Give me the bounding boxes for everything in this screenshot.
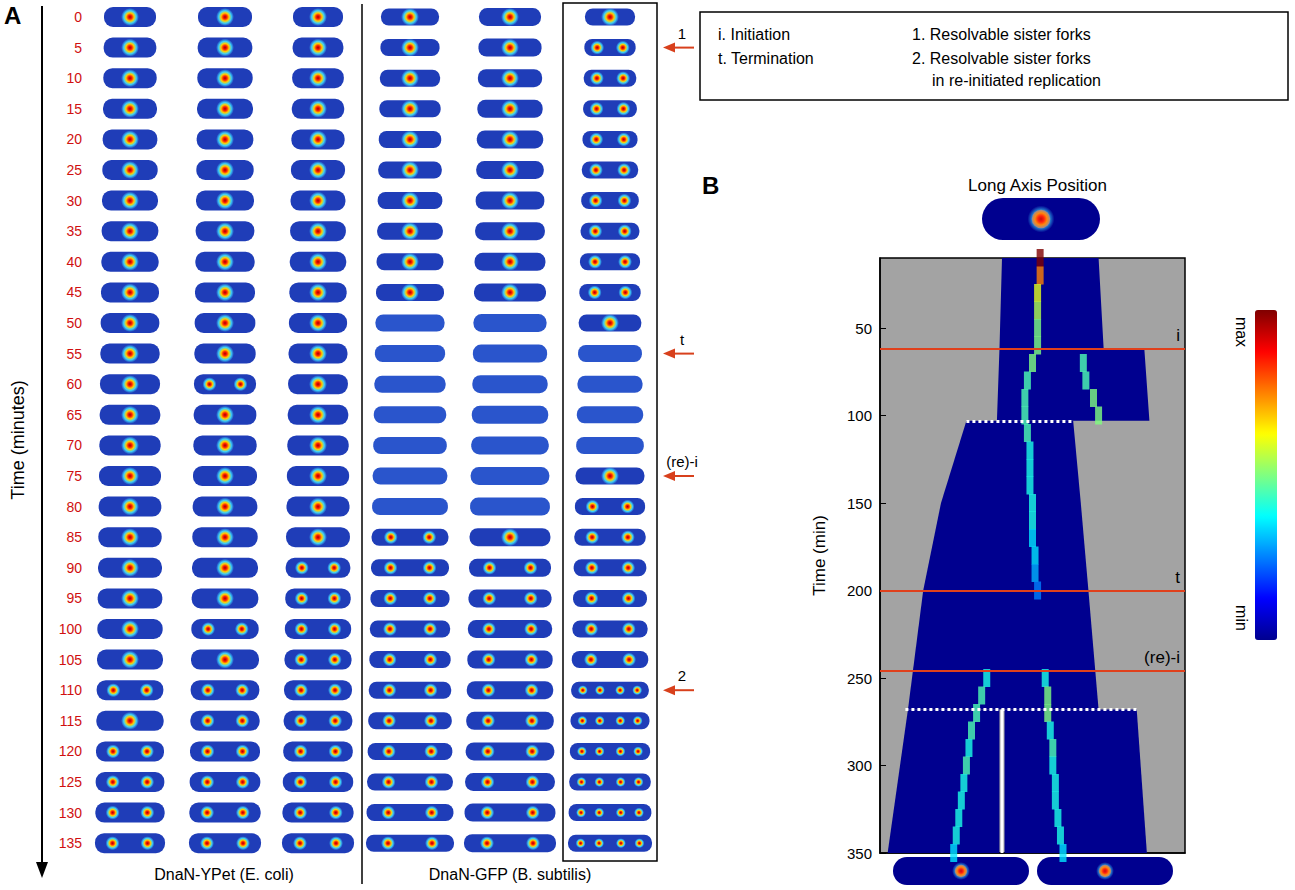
svg-text:130: 130 <box>59 805 83 821</box>
svg-text:40: 40 <box>66 254 82 270</box>
svg-text:2: 2 <box>678 667 686 684</box>
svg-text:i. Initiation: i. Initiation <box>718 26 790 43</box>
svg-text:DnaN-GFP (B. subtilis): DnaN-GFP (B. subtilis) <box>429 866 591 883</box>
svg-text:55: 55 <box>66 346 82 362</box>
svg-text:115: 115 <box>60 713 83 729</box>
svg-text:45: 45 <box>66 284 82 300</box>
svg-text:1. Resolvable sister forks: 1. Resolvable sister forks <box>912 26 1091 43</box>
svg-text:110: 110 <box>60 682 83 698</box>
svg-text:10: 10 <box>66 70 82 86</box>
svg-text:50: 50 <box>66 315 82 331</box>
svg-text:50: 50 <box>855 320 872 337</box>
svg-text:15: 15 <box>66 101 82 117</box>
svg-text:120: 120 <box>59 743 83 759</box>
svg-text:i: i <box>1176 326 1180 345</box>
svg-text:95: 95 <box>66 590 82 606</box>
svg-text:85: 85 <box>66 529 82 545</box>
svg-text:80: 80 <box>66 499 82 515</box>
svg-text:(re)-i: (re)-i <box>1144 648 1180 667</box>
svg-text:(re)-i: (re)-i <box>666 453 698 470</box>
svg-text:t: t <box>680 331 685 348</box>
svg-text:DnaN-YPet (E. coli): DnaN-YPet (E. coli) <box>154 866 294 883</box>
svg-text:30: 30 <box>66 193 82 209</box>
svg-text:100: 100 <box>59 621 83 637</box>
svg-text:125: 125 <box>59 774 83 790</box>
svg-text:min: min <box>1233 605 1250 631</box>
svg-text:B: B <box>702 172 719 199</box>
svg-text:0: 0 <box>74 9 82 25</box>
svg-text:250: 250 <box>847 670 872 687</box>
svg-text:1: 1 <box>678 25 686 42</box>
svg-text:75: 75 <box>66 468 82 484</box>
svg-text:65: 65 <box>66 407 82 423</box>
svg-text:in re-initiated replication: in re-initiated replication <box>932 72 1101 89</box>
svg-text:135: 135 <box>59 835 83 851</box>
svg-text:Long Axis Position: Long Axis Position <box>968 176 1107 195</box>
svg-text:A: A <box>4 2 21 29</box>
svg-text:Time (minutes): Time (minutes) <box>8 380 28 499</box>
svg-text:max: max <box>1233 317 1250 347</box>
svg-text:2. Resolvable sister forks: 2. Resolvable sister forks <box>912 50 1091 67</box>
svg-text:5: 5 <box>74 40 82 56</box>
svg-text:70: 70 <box>66 437 82 453</box>
svg-text:25: 25 <box>66 162 82 178</box>
svg-text:35: 35 <box>66 223 82 239</box>
svg-text:105: 105 <box>59 652 83 668</box>
svg-text:100: 100 <box>847 407 872 424</box>
svg-text:90: 90 <box>66 560 82 576</box>
svg-text:60: 60 <box>66 376 82 392</box>
svg-text:t: t <box>1175 568 1180 587</box>
svg-text:20: 20 <box>66 131 82 147</box>
svg-text:150: 150 <box>847 495 872 512</box>
svg-text:Time (min): Time (min) <box>810 515 829 596</box>
svg-text:t. Termination: t. Termination <box>718 50 814 67</box>
svg-text:350: 350 <box>847 845 872 862</box>
svg-text:200: 200 <box>847 582 872 599</box>
svg-text:300: 300 <box>847 757 872 774</box>
